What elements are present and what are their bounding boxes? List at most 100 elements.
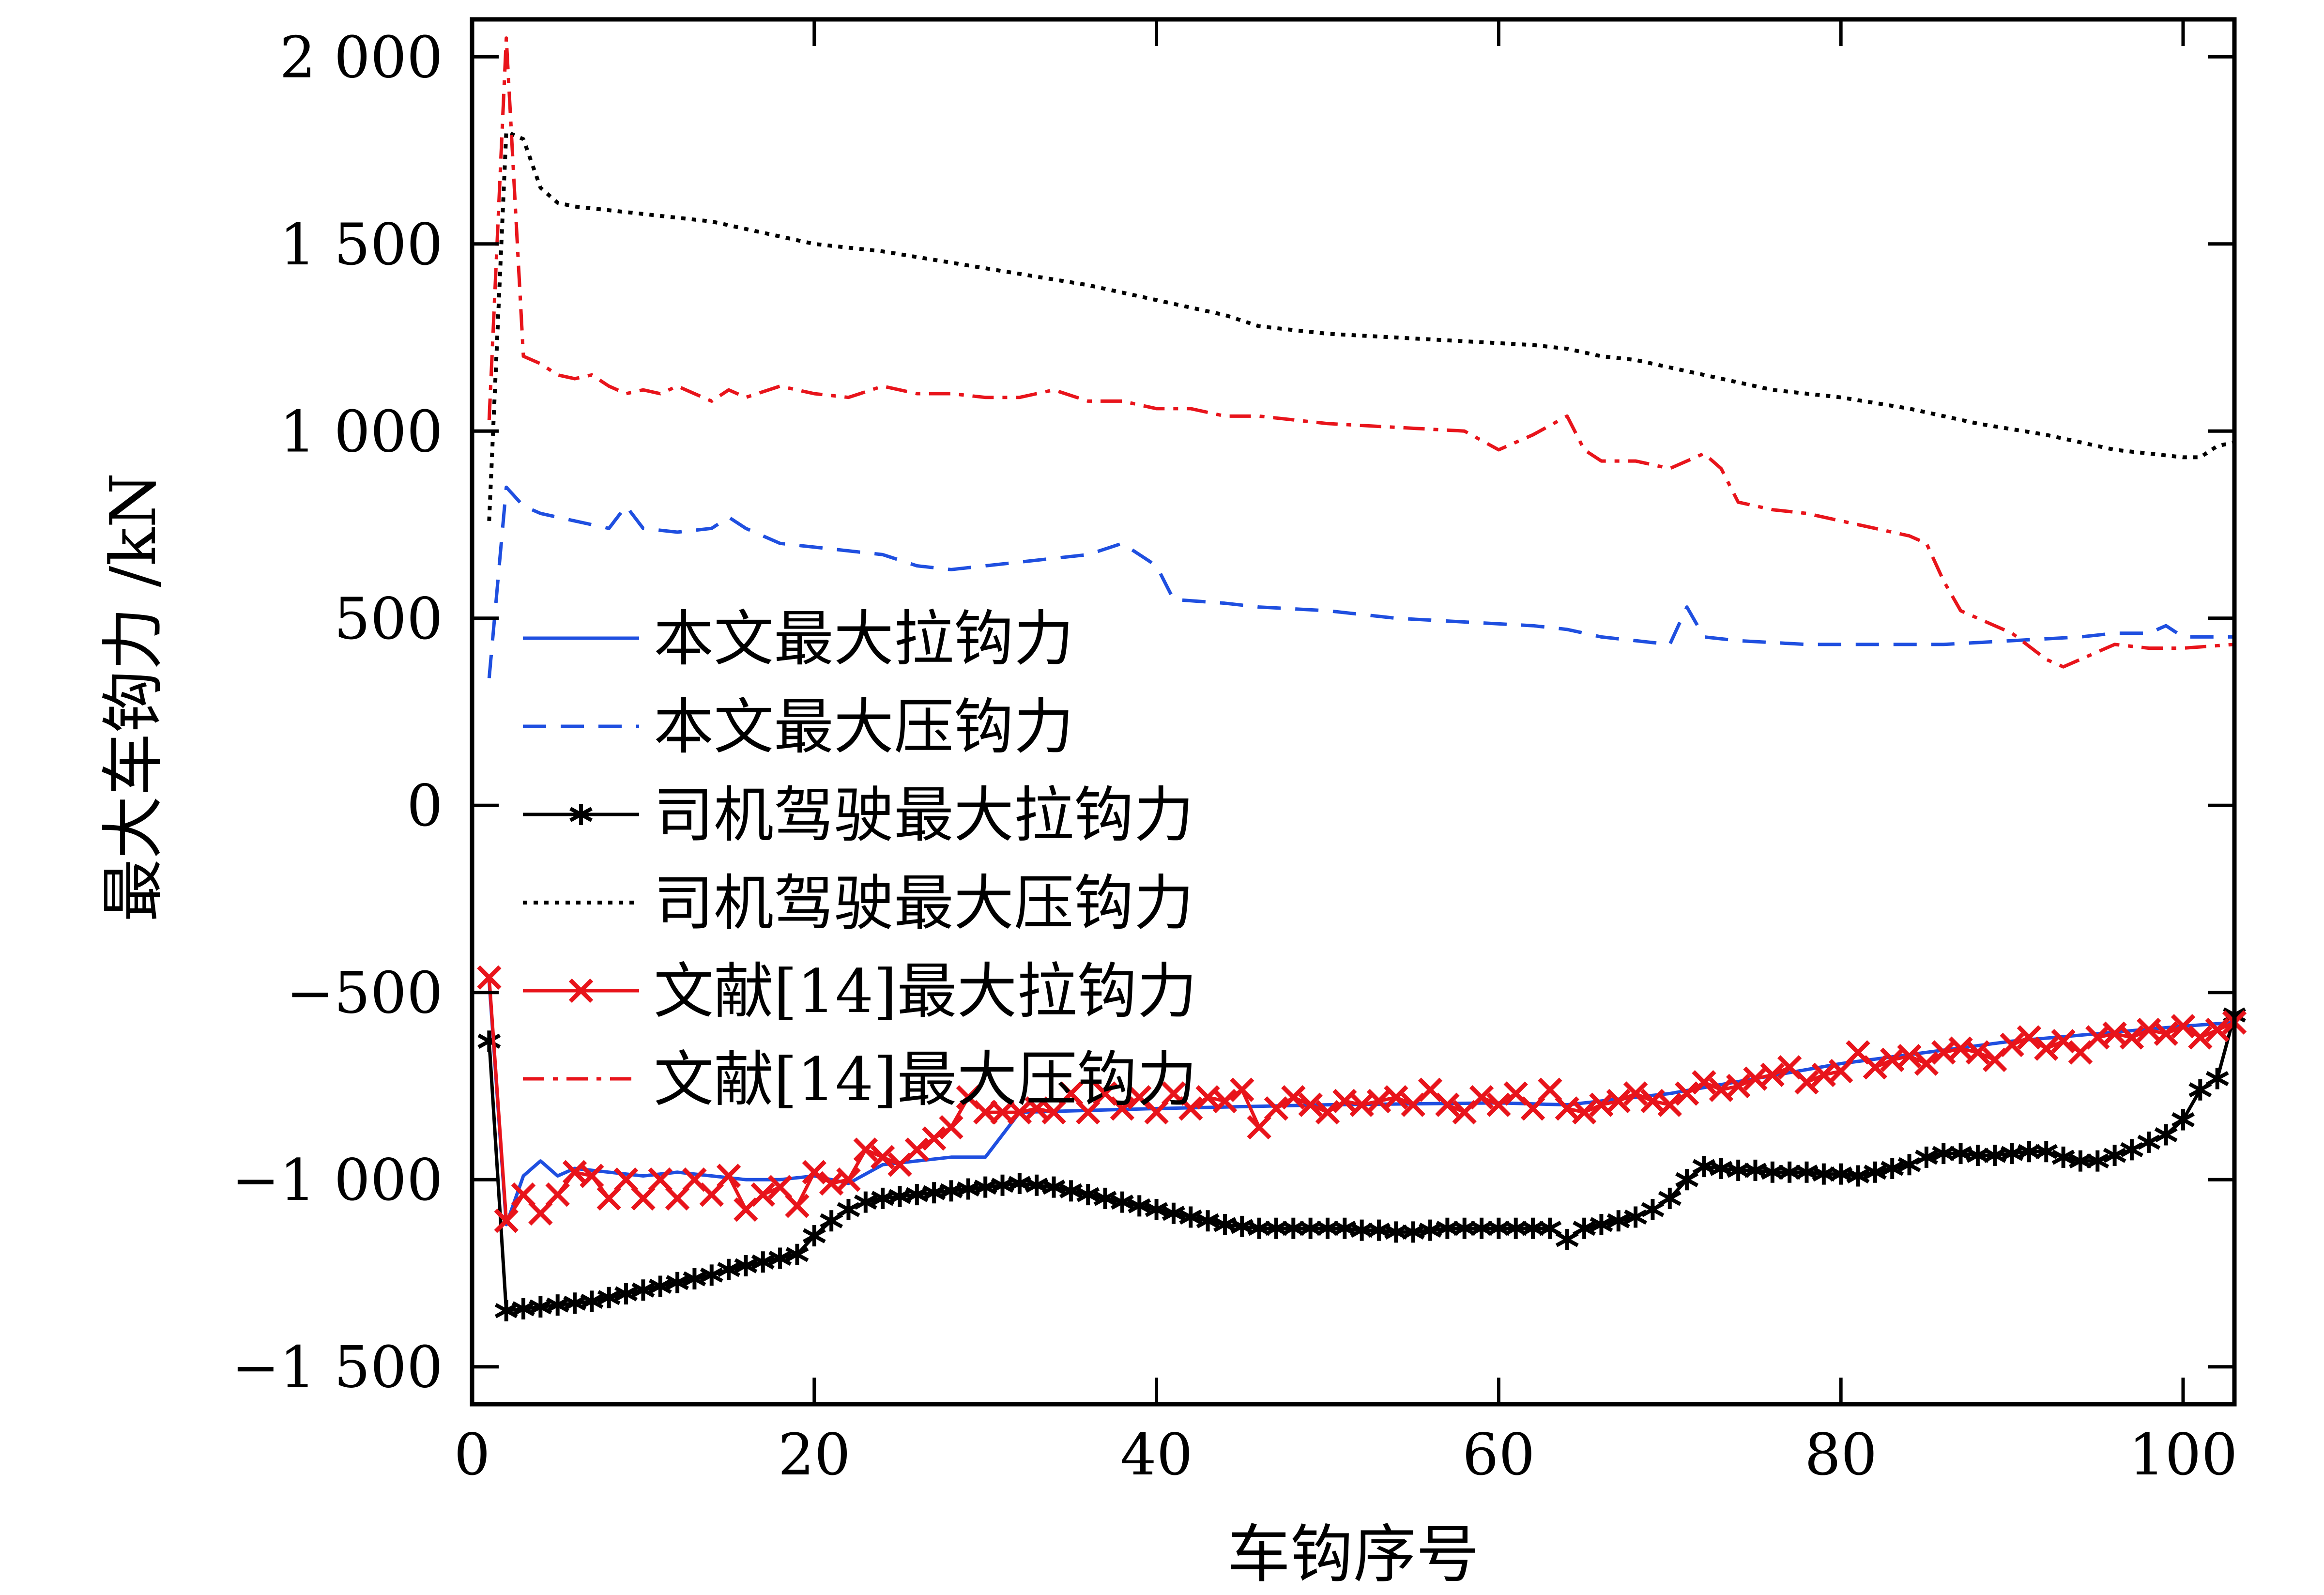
x-tick-label: 100 xyxy=(2128,1421,2237,1488)
legend-label: 文献[14]最大拉钩力 xyxy=(654,957,1197,1027)
data-point xyxy=(1692,1070,1716,1095)
data-point xyxy=(477,1030,501,1052)
data-point xyxy=(699,1182,724,1207)
data-point xyxy=(921,1126,947,1151)
data-point xyxy=(767,1175,793,1199)
data-point xyxy=(2034,1141,2058,1163)
data-point xyxy=(1538,1077,1562,1102)
data-point xyxy=(1572,1100,1597,1125)
data-point xyxy=(2086,1150,2110,1172)
data-point xyxy=(785,1243,809,1265)
legend-label: 本文最大拉钩力 xyxy=(654,604,1074,674)
data-point xyxy=(1093,1187,1117,1209)
data-point xyxy=(2051,1029,2076,1054)
data-point xyxy=(1555,1228,1579,1250)
data-point xyxy=(1965,1040,1990,1065)
data-point xyxy=(717,1258,741,1280)
data-point xyxy=(1178,1096,1203,1121)
data-point xyxy=(2171,1109,2195,1131)
x-axis-title: 车钩序号 xyxy=(1227,1518,1479,1591)
data-point xyxy=(1042,1176,1066,1198)
data-point xyxy=(631,1186,656,1211)
data-point xyxy=(1058,1081,1084,1106)
data-point xyxy=(1076,1100,1101,1125)
data-point xyxy=(596,1186,621,1211)
data-point xyxy=(1914,1146,1938,1168)
data-point xyxy=(734,1255,758,1276)
data-point xyxy=(1281,1085,1306,1110)
data-point xyxy=(2154,1124,2178,1146)
legend-entry: 本文最大压钩力 xyxy=(523,692,1074,762)
data-point xyxy=(1897,1043,1922,1069)
data-point xyxy=(1247,1115,1271,1140)
data-point xyxy=(1520,1096,1545,1121)
series-line-1 xyxy=(487,981,2235,1227)
data-point xyxy=(2034,1036,2059,1061)
data-point xyxy=(1760,1062,1785,1087)
data-point xyxy=(683,1268,706,1290)
data-point xyxy=(1110,1096,1135,1121)
legend-marker xyxy=(568,978,594,1003)
data-point xyxy=(1606,1089,1631,1114)
data-point xyxy=(1041,1100,1066,1125)
data-point xyxy=(2017,1025,2042,1050)
data-point xyxy=(2171,1014,2196,1039)
data-point xyxy=(1486,1092,1511,1117)
data-point xyxy=(802,1160,826,1184)
data-point xyxy=(614,1283,638,1304)
tick-layer: 0 20 40 60 80 100 2 000 1 500 1 000 500 0 −500 −1 00… xyxy=(231,19,2238,1488)
series-line-2 xyxy=(487,485,2234,678)
x-tick-label: 80 xyxy=(1804,1421,1877,1488)
data-point xyxy=(853,1137,878,1162)
data-point xyxy=(2188,1025,2213,1050)
data-point xyxy=(1144,1100,1169,1125)
data-point xyxy=(666,1272,689,1293)
data-point xyxy=(528,1201,553,1226)
data-point xyxy=(1863,1055,1888,1080)
data-point xyxy=(1881,1158,1904,1180)
data-point xyxy=(870,1145,895,1170)
legend-entry: 文献[14]最大压钩力 xyxy=(523,1045,1197,1115)
data-point xyxy=(820,1210,843,1232)
data-point xyxy=(1145,1199,1168,1221)
data-point xyxy=(631,1279,655,1301)
legend-entry: 司机驾驶最大压钩力 xyxy=(523,869,1194,938)
data-point xyxy=(2205,1068,2229,1089)
data-point xyxy=(2103,1144,2126,1166)
data-point xyxy=(2205,1017,2230,1043)
data-point xyxy=(1829,1058,1853,1084)
data-point xyxy=(751,1251,775,1273)
data-point xyxy=(648,1275,672,1297)
data-point xyxy=(1298,1092,1323,1117)
y-tick-label: −500 xyxy=(286,960,443,1027)
y-tick-label: 1 500 xyxy=(279,211,443,278)
data-point xyxy=(613,1167,639,1192)
x-tick-label: 60 xyxy=(1462,1421,1535,1488)
data-point xyxy=(1076,1184,1100,1206)
data-point xyxy=(1606,1210,1630,1232)
data-point xyxy=(494,1209,519,1233)
data-point xyxy=(1914,1051,1939,1076)
data-point xyxy=(511,1182,536,1207)
data-point xyxy=(580,1164,604,1188)
data-point xyxy=(648,1167,673,1192)
legend-label: 司机驾驶最大压钩力 xyxy=(654,869,1194,938)
data-point xyxy=(1196,1210,1220,1232)
legend-entry: 文献[14]最大拉钩力 xyxy=(523,957,1197,1027)
y-tick-label: −1 500 xyxy=(231,1334,443,1401)
data-point xyxy=(1573,1217,1596,1239)
legend-entry: 本文最大拉钩力 xyxy=(523,604,1074,674)
data-point xyxy=(802,1225,826,1247)
y-tick-label: 0 xyxy=(407,772,443,839)
data-point xyxy=(1863,1161,1887,1183)
data-point xyxy=(700,1264,723,1286)
data-point xyxy=(1658,1187,1682,1209)
data-point xyxy=(1179,1206,1203,1228)
data-point xyxy=(1641,1199,1665,1221)
data-point xyxy=(1538,1217,1562,1239)
data-point xyxy=(1590,1213,1613,1235)
series-line-6 xyxy=(487,36,2235,669)
data-point xyxy=(836,1167,861,1192)
